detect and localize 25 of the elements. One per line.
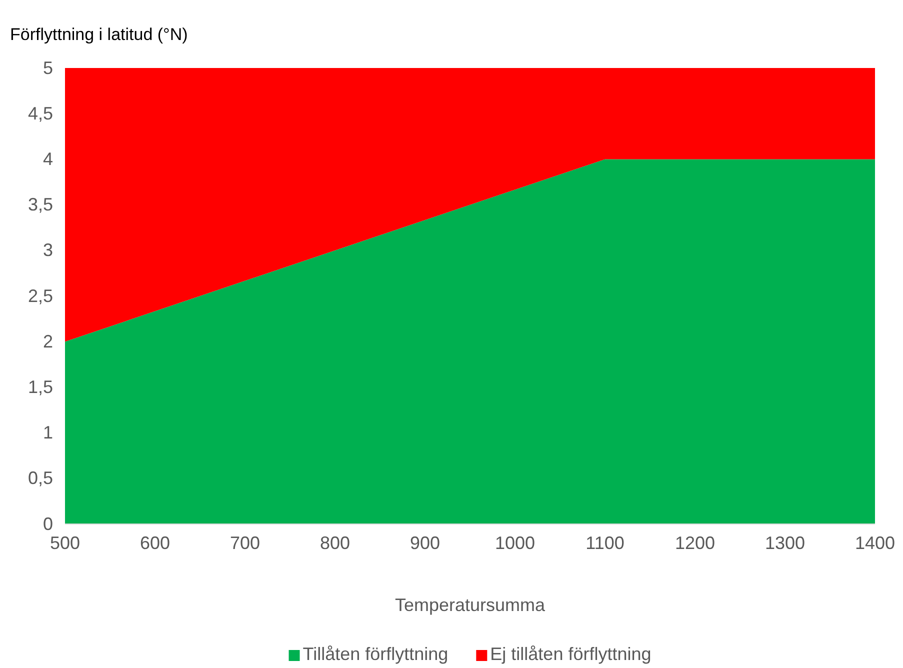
y-tick-label: 0 [42,514,53,534]
y-tick-label: 1 [42,422,53,443]
x-tick-label: 900 [410,532,440,553]
legend-label: Ej tillåten förflyttning [490,644,652,664]
x-tick-label: 500 [50,532,80,553]
y-tick-label: 3 [42,240,53,260]
x-tick-label: 800 [320,532,350,553]
legend-label: Tillåten förflyttning [302,644,448,664]
x-axis-title: Temperatursumma [394,595,546,615]
x-tick-label: 1300 [764,532,806,553]
y-tick-label: 0,5 [28,468,53,488]
y-tick-label: 2,5 [28,286,53,306]
x-tick-label: 1200 [674,532,716,553]
y-tick-label: 1,5 [28,376,53,397]
y-tick-label: 4,5 [28,103,53,124]
y-tick-label: 4 [42,148,53,169]
y-axis-title: Förflyttning i latitud (°N) [10,25,188,44]
x-tick-label: 1400 [854,532,896,553]
y-tick-label: 5 [42,58,53,78]
x-tick-label: 700 [230,532,260,553]
x-tick-label: 1100 [586,532,624,553]
y-tick-label: 2 [42,331,53,352]
y-tick-label: 3,5 [28,194,53,215]
x-tick-label: 1000 [494,532,536,553]
x-tick-label: 600 [140,532,170,553]
